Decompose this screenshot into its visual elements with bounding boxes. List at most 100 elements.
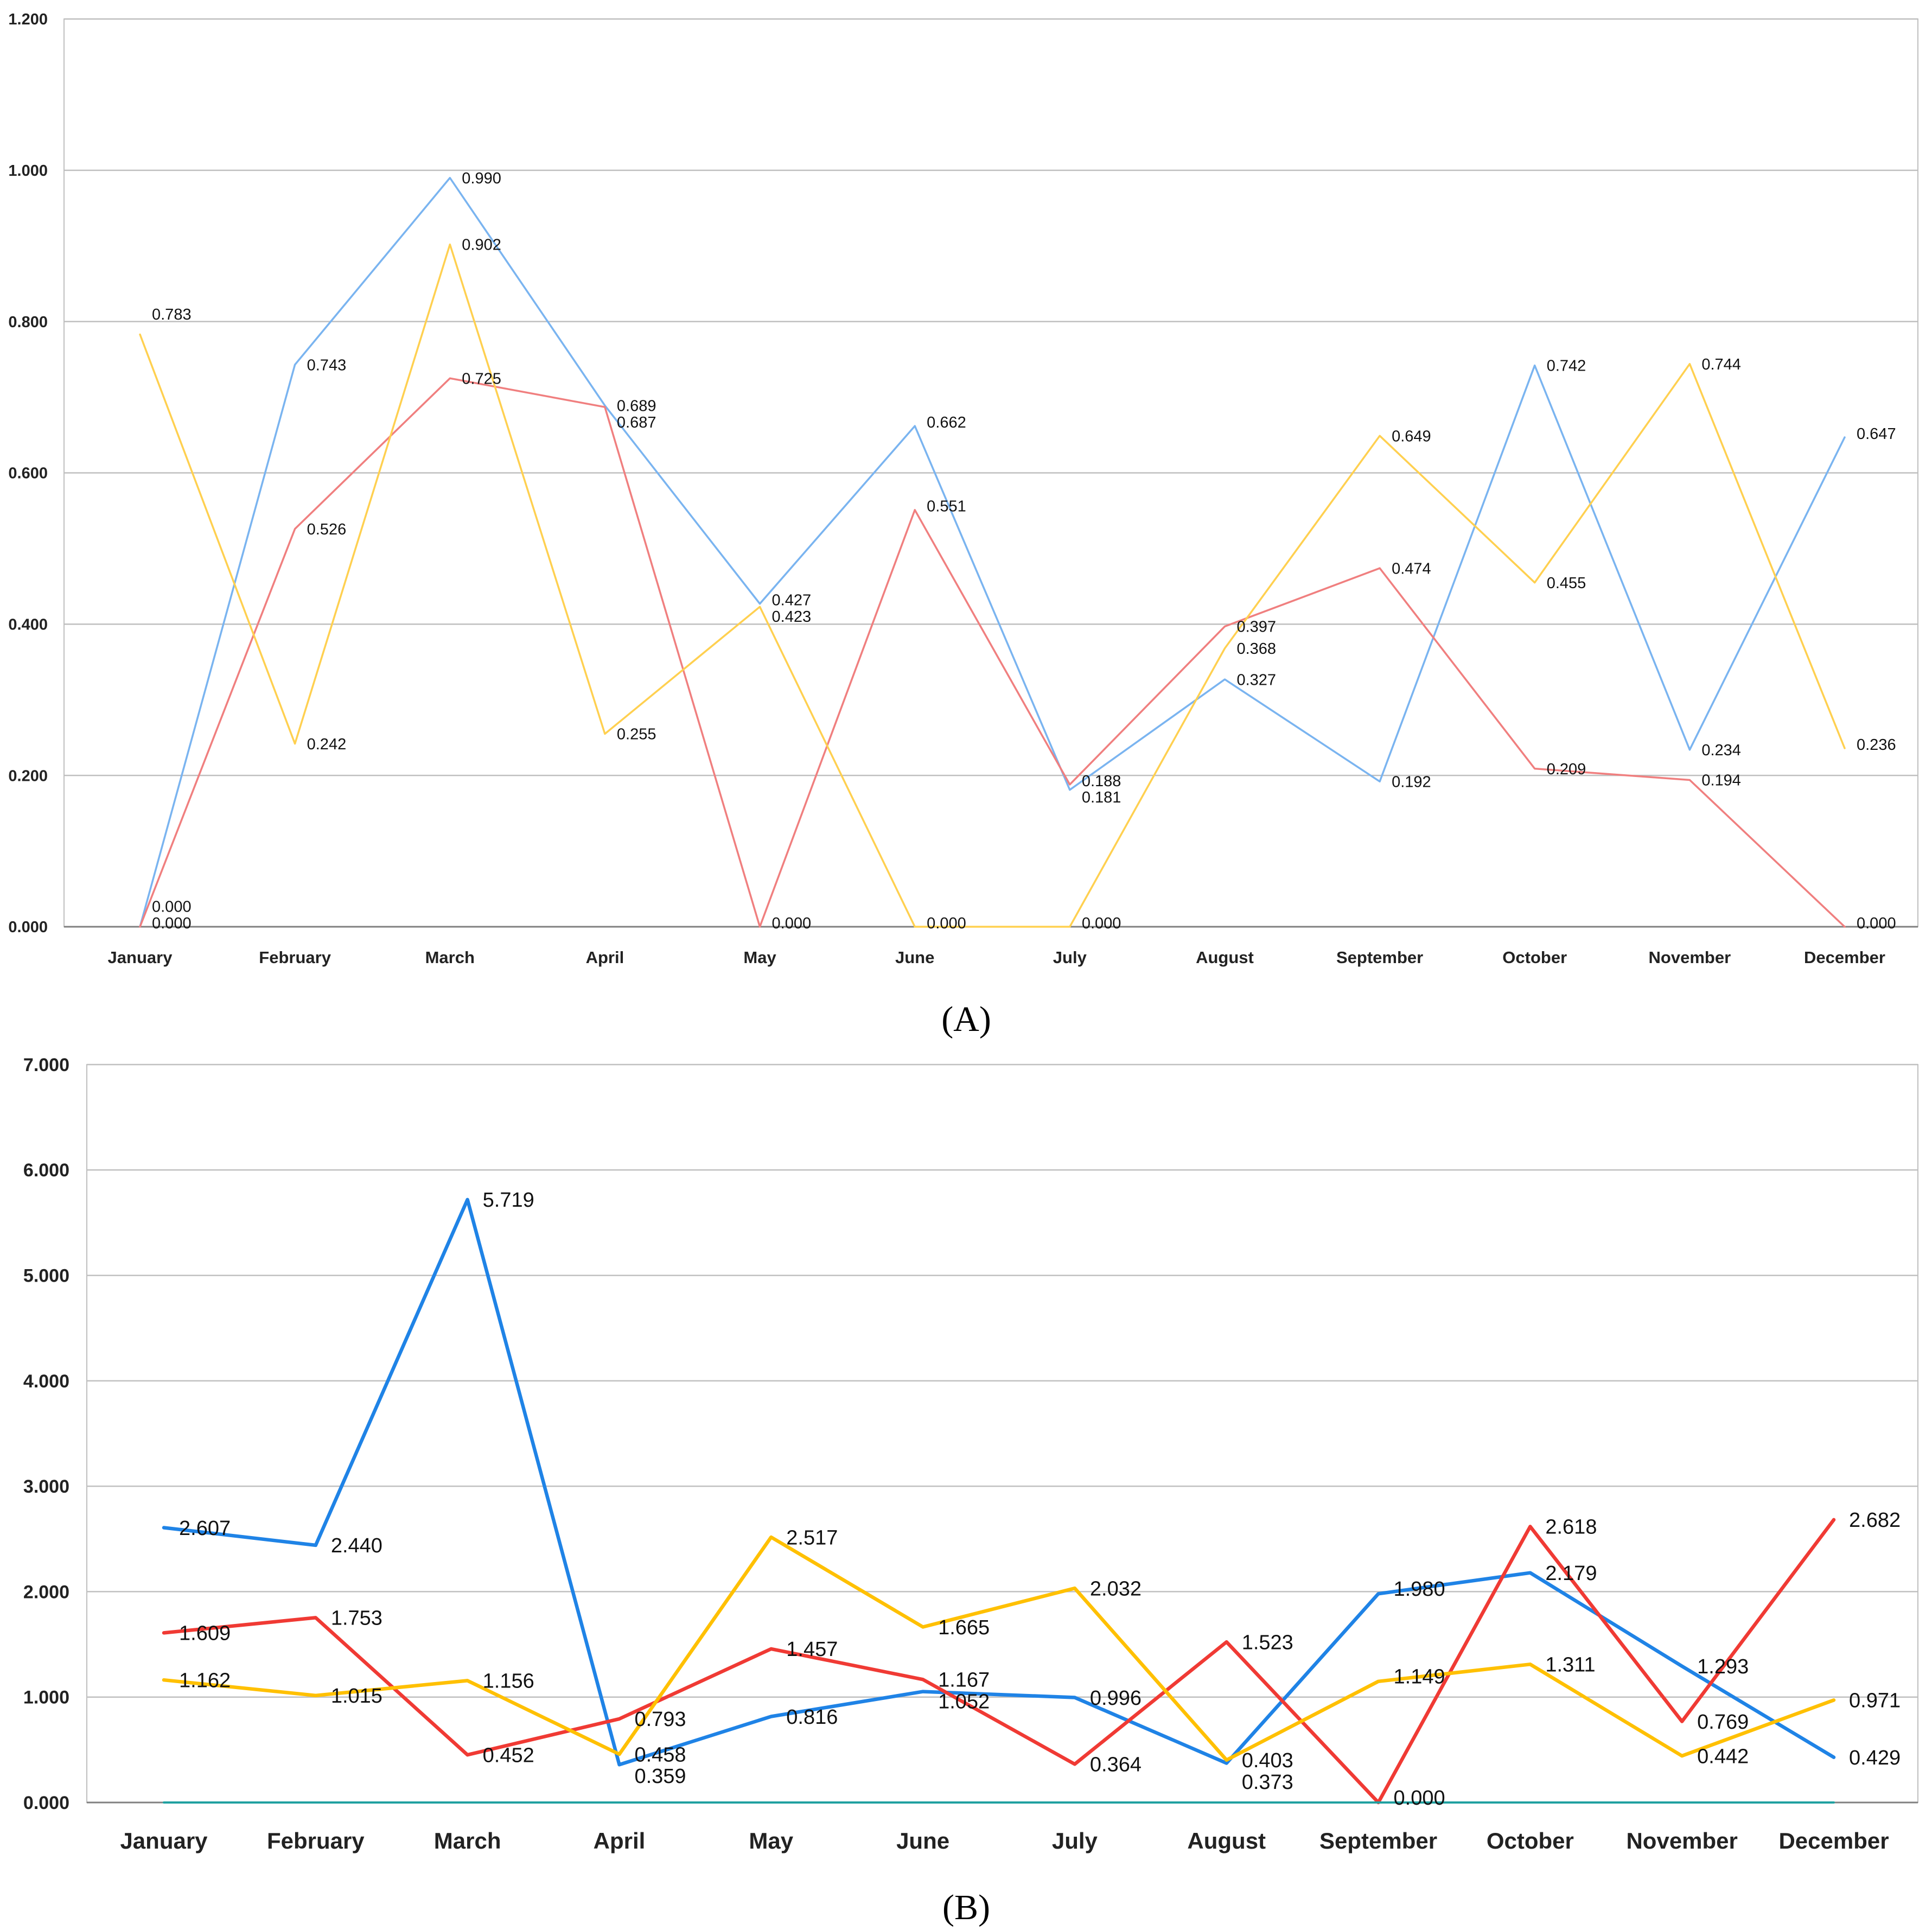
data-label-b-2: 1.162 [179,1670,231,1692]
y-tick-label-b-7: 7.000 [23,1055,69,1075]
x-tick-label-a-6: July [1053,948,1087,967]
data-label-a-35: 0.000 [1857,915,1896,932]
x-tick-label-b-6: July [1052,1828,1098,1853]
data-label-a-13: 0.423 [772,608,812,626]
data-label-b-23: 0.373 [1242,1771,1293,1794]
panel-label-a: (A) [941,999,991,1039]
data-label-a-0: 0.000 [152,899,192,916]
y-tick-label-a-0: 0.000 [8,919,48,936]
x-tick-label-a-1: February [259,948,331,967]
x-tick-label-b-9: October [1487,1828,1574,1853]
data-label-a-32: 0.194 [1701,772,1741,789]
x-tick-label-a-9: October [1502,948,1567,967]
data-label-b-30: 1.293 [1697,1655,1749,1678]
data-label-b-27: 2.618 [1545,1516,1597,1539]
data-label-b-21: 1.523 [1242,1631,1293,1654]
y-tick-label-b-6: 6.000 [23,1160,69,1181]
data-label-a-4: 0.526 [307,521,347,538]
data-label-a-8: 0.725 [462,370,501,387]
data-label-a-31: 0.234 [1701,742,1741,759]
data-label-b-7: 1.156 [483,1670,534,1693]
x-tick-label-b-11: December [1778,1828,1889,1853]
data-label-b-1: 1.609 [179,1622,231,1645]
chart-a: 0.000 0.200 0.400 0.600 0.800 1.000 1.200 Janua… [8,11,1918,967]
data-label-b-5: 1.015 [331,1685,382,1708]
data-label-a-30: 0.744 [1701,356,1741,373]
data-label-a-18: 0.188 [1082,773,1121,790]
data-label-a-24: 0.649 [1392,428,1431,445]
data-label-a-34: 0.236 [1857,736,1896,754]
data-label-b-19: 0.996 [1090,1687,1142,1710]
data-label-b-16: 1.167 [938,1669,990,1692]
y-tick-label-b-1: 1.000 [23,1687,69,1708]
data-label-b-14: 0.816 [786,1706,838,1729]
x-tick-label-b-3: April [594,1828,646,1853]
x-tick-label-a-4: May [743,948,776,967]
series-line-b-blue [162,1198,1836,1767]
data-label-a-33: 0.647 [1857,425,1896,443]
y-tick-label-b-3: 3.000 [23,1476,69,1497]
x-tick-label-b-2: March [434,1828,501,1853]
data-label-a-14: 0.000 [772,915,812,932]
x-tick-label-a-2: March [425,948,475,967]
data-label-b-10: 0.458 [634,1743,686,1766]
data-label-a-11: 0.255 [617,726,656,743]
x-tick-label-a-10: November [1649,948,1731,967]
x-tick-label-b-4: May [749,1828,793,1853]
data-label-b-25: 1.149 [1394,1666,1445,1689]
data-label-a-16: 0.551 [927,498,966,515]
data-label-b-29: 1.311 [1545,1654,1595,1677]
data-label-a-22: 0.368 [1236,640,1276,658]
x-tick-label-b-10: November [1626,1828,1737,1853]
x-tick-label-b-7: August [1187,1828,1266,1853]
data-label-a-3: 0.743 [307,356,347,374]
data-label-b-11: 0.359 [634,1765,686,1788]
x-tick-label-a-11: December [1804,948,1885,967]
data-label-b-3: 2.440 [331,1534,382,1557]
data-label-b-4: 1.753 [331,1607,382,1630]
data-label-b-33: 2.682 [1849,1509,1901,1532]
data-label-b-28: 2.179 [1545,1562,1597,1585]
x-tick-label-a-3: April [586,948,624,967]
x-tick-label-a-5: June [895,948,934,967]
series-line-a-blue [139,177,1846,928]
y-tick-label-b-2: 2.000 [23,1582,69,1602]
x-tick-label-b-8: September [1319,1828,1437,1853]
y-tick-label-a-5: 1.000 [8,162,48,180]
data-label-a-17: 0.000 [927,915,966,932]
series-line-b-yellow [162,1535,1836,1762]
x-tick-label-a-7: August [1196,948,1254,967]
data-label-a-5: 0.242 [307,736,347,753]
data-label-a-7: 0.902 [462,237,501,254]
data-label-b-6: 5.719 [483,1189,534,1212]
series-line-a-red [139,377,1846,928]
panel-label-b: (B) [942,1888,990,1927]
data-label-b-12: 2.517 [786,1526,838,1549]
y-tick-label-a-4: 0.800 [8,314,48,331]
data-label-a-21: 0.397 [1236,619,1276,636]
data-label-a-23: 0.327 [1236,671,1276,689]
data-label-a-1: 0.000 [152,915,192,932]
data-label-b-22: 0.403 [1242,1749,1293,1772]
data-label-b-35: 0.429 [1849,1747,1901,1769]
y-tick-label-a-6: 1.200 [8,11,48,28]
data-label-b-15: 1.665 [938,1616,990,1639]
data-label-b-31: 0.769 [1697,1711,1749,1734]
data-label-a-10: 0.687 [617,414,656,431]
y-tick-label-a-3: 0.600 [8,465,48,482]
data-label-a-6: 0.990 [462,170,501,187]
data-label-b-18: 2.032 [1090,1578,1142,1601]
data-label-b-24: 1.980 [1394,1578,1445,1601]
y-tick-label-a-1: 0.200 [8,767,48,785]
data-label-a-19: 0.181 [1082,789,1121,806]
data-label-b-32: 0.442 [1697,1745,1749,1768]
data-label-a-29: 0.209 [1547,761,1586,778]
y-tick-label-b-4: 4.000 [23,1371,69,1392]
data-label-b-17: 1.052 [938,1691,990,1714]
data-label-a-25: 0.474 [1392,560,1431,577]
data-label-b-34: 0.971 [1849,1690,1901,1712]
data-label-a-28: 0.455 [1547,575,1586,592]
x-tick-label-b-0: January [120,1828,208,1853]
x-tick-label-b-5: June [896,1828,949,1853]
data-label-a-2: 0.783 [152,306,192,323]
